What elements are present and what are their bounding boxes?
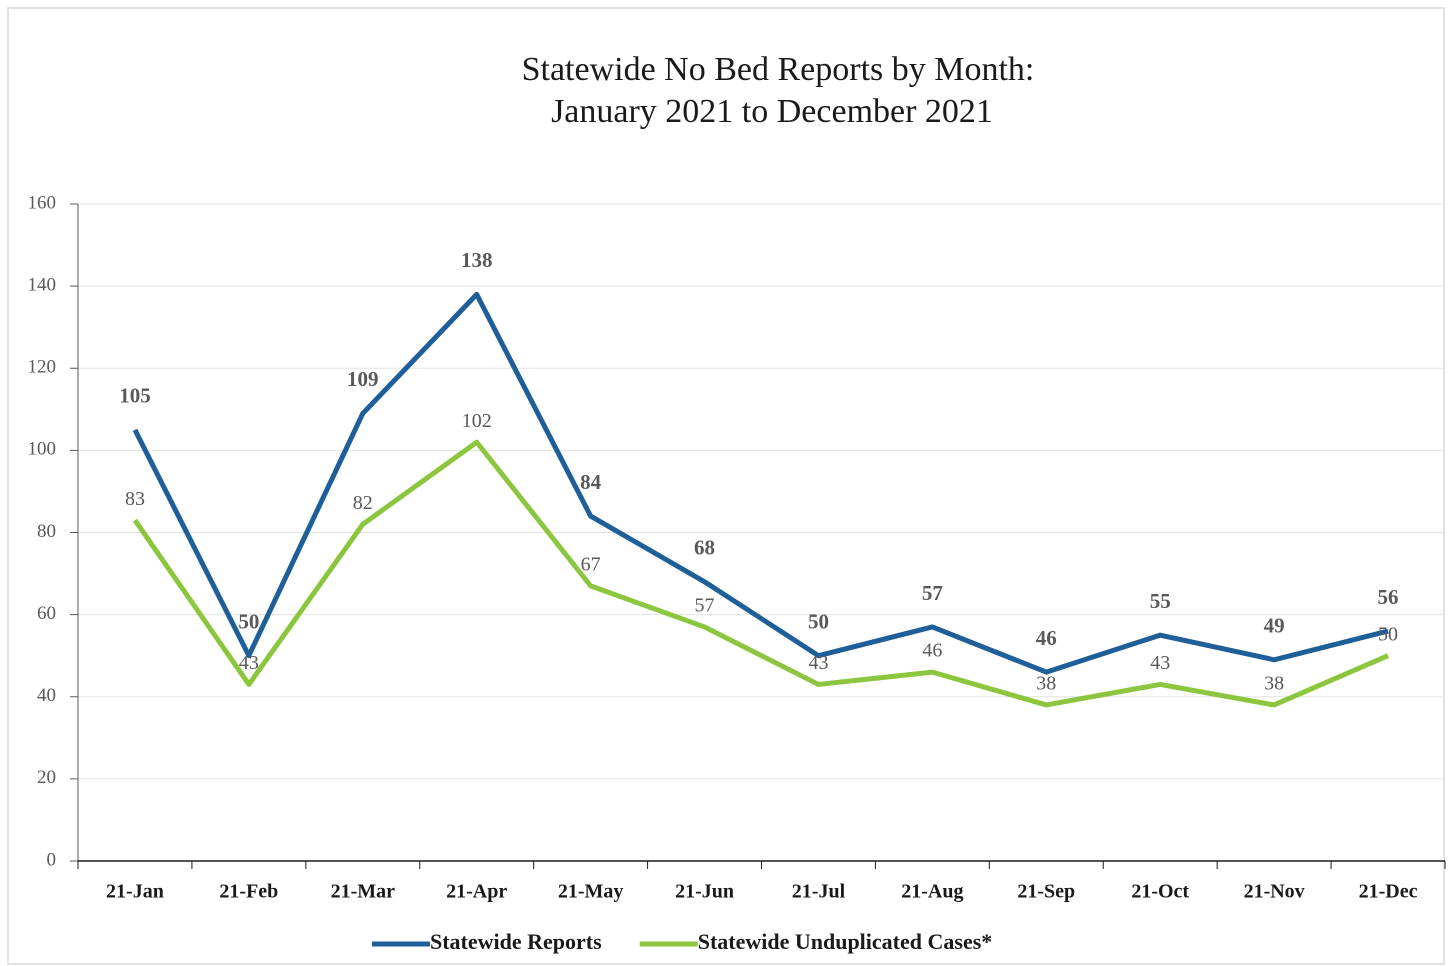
y-tick-label: 160 [28,192,57,213]
data-label: 55 [1150,589,1171,613]
chart-title: Statewide No Bed Reports by Month: [522,51,1035,88]
x-tick-label: 21-Jan [106,881,164,903]
data-label: 105 [119,384,151,408]
chart-title: January 2021 to December 2021 [551,93,993,130]
chart-frame [7,7,1445,965]
legend-label: Statewide Unduplicated Cases* [698,929,993,954]
data-label: 43 [239,652,259,674]
y-tick-label: 140 [28,274,57,295]
x-tick-label: 21-Aug [901,881,963,903]
y-tick-label: 40 [37,685,56,706]
data-label: 102 [462,410,492,432]
y-tick-label: 20 [37,767,56,788]
x-tick-label: 21-Sep [1017,881,1075,903]
data-label: 50 [808,610,829,634]
data-label: 56 [1378,585,1399,609]
data-label: 38 [1036,673,1056,695]
data-label: 57 [695,595,715,617]
x-tick-label: 21-Jun [675,881,734,903]
legend-label: Statewide Reports [430,929,602,954]
data-label: 84 [580,470,602,494]
data-label: 67 [581,553,601,575]
data-label: 57 [922,581,943,605]
data-label: 38 [1264,673,1284,695]
x-tick-label: 21-Apr [446,881,507,903]
data-label: 49 [1264,614,1285,638]
data-label: 46 [922,640,942,662]
y-tick-label: 80 [37,521,56,542]
data-label: 82 [353,492,373,514]
series-line [132,439,1390,708]
data-label: 109 [347,367,379,391]
y-tick-label: 0 [47,849,57,870]
x-tick-label: 21-Oct [1131,881,1189,903]
x-tick-label: 21-May [558,881,624,903]
data-label: 138 [461,248,493,272]
data-label: 68 [694,536,715,560]
series-line [132,291,1389,675]
data-label: 50 [1378,623,1398,645]
data-label: 50 [238,610,259,634]
x-tick-label: 21-Jul [792,881,846,903]
y-tick-label: 120 [28,357,57,378]
data-label: 43 [808,652,828,674]
data-label: 83 [125,488,145,510]
data-label: 43 [1150,652,1170,674]
x-tick-label: 21-Mar [331,881,396,903]
data-label: 46 [1036,626,1057,650]
y-tick-label: 100 [28,439,57,460]
y-tick-label: 60 [37,603,56,624]
x-tick-label: 21-Dec [1359,881,1418,903]
x-tick-label: 21-Nov [1244,881,1305,903]
x-tick-label: 21-Feb [219,881,278,903]
